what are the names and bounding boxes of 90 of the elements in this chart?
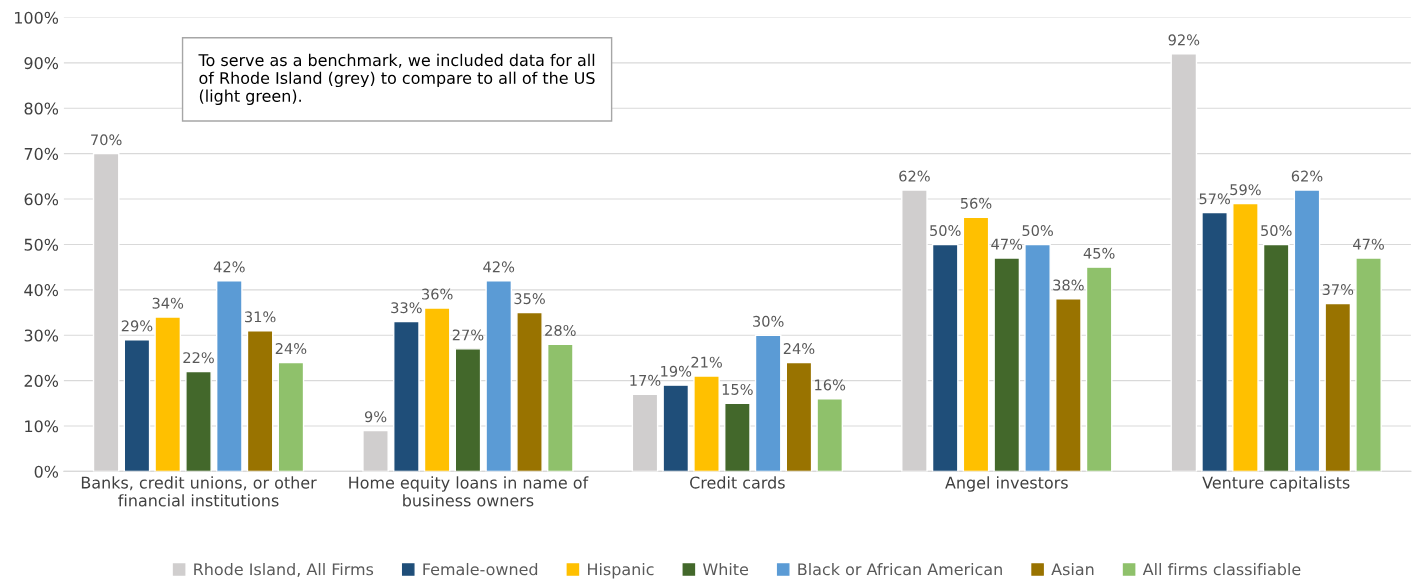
bar — [393, 320, 420, 472]
y-tick-label: 20% — [24, 374, 59, 387]
legend-label: White — [702, 562, 749, 576]
y-tick-label: 90% — [24, 57, 59, 70]
x-tick-label: Angel investors — [945, 476, 1068, 492]
legend-label: Asian — [1051, 562, 1094, 576]
annotation: To serve as a benchmark, we included data for all of Rhode Island (grey) to compare to all of the US (light green). — [198, 53, 595, 106]
data-label: 28% — [545, 324, 576, 336]
data-label: 36% — [422, 288, 453, 300]
data-label: 59% — [1230, 184, 1261, 196]
bar — [1293, 189, 1321, 472]
bar — [962, 216, 990, 472]
data-label: 9% — [364, 411, 387, 423]
y-tick-label: 80% — [24, 102, 59, 115]
data-label: 31% — [245, 311, 276, 323]
bar — [1232, 202, 1259, 472]
y-tick-label: 10% — [25, 420, 59, 433]
data-label: 24% — [275, 343, 307, 355]
bar — [185, 370, 212, 472]
data-label: 50% — [930, 225, 961, 237]
bar — [485, 280, 513, 472]
x-tick-label: Credit cards — [690, 476, 785, 489]
bar — [1085, 266, 1113, 472]
legend-label: Rhode Island, All Firms — [194, 562, 374, 577]
bar — [754, 334, 782, 472]
data-label: 21% — [691, 356, 722, 368]
data-label: 47% — [1353, 238, 1384, 250]
data-label: 33% — [391, 302, 422, 314]
bar — [546, 343, 574, 472]
data-label: 35% — [514, 293, 545, 305]
bar — [362, 429, 389, 472]
y-tick-label: 0% — [34, 465, 59, 478]
data-label: 70% — [91, 134, 122, 146]
bar — [123, 339, 151, 472]
data-label: 38% — [1053, 279, 1084, 291]
data-label: 24% — [783, 343, 815, 355]
bar — [785, 361, 813, 472]
bar — [693, 375, 720, 472]
data-label: 30% — [753, 315, 784, 327]
data-label: 17% — [630, 374, 661, 386]
legend-label: Female-owned — [423, 562, 538, 576]
data-label: 27% — [452, 329, 484, 341]
data-label: 16% — [815, 379, 846, 391]
legend-label: Black or African American — [798, 562, 1002, 576]
bar — [816, 398, 844, 472]
data-label: 37% — [1322, 284, 1354, 296]
data-label: 62% — [1291, 170, 1323, 182]
bar — [1355, 257, 1382, 472]
data-label: 45% — [1083, 247, 1115, 259]
y-tick-label: 40% — [24, 284, 59, 297]
bar — [724, 402, 751, 472]
data-label: 92% — [1168, 34, 1200, 46]
x-tick-label: Banks, credit unions, or other financial institutions — [81, 476, 317, 507]
data-label: 62% — [899, 170, 930, 182]
y-tick-label: 50% — [24, 238, 59, 251]
bar — [277, 361, 305, 472]
y-tick-label: 30% — [24, 329, 59, 342]
bar — [931, 243, 959, 472]
data-label: 42% — [483, 261, 515, 273]
data-label: 22% — [183, 352, 214, 364]
bar — [246, 329, 274, 472]
bar — [154, 316, 182, 472]
bar — [215, 280, 243, 472]
y-tick-label: 100% — [15, 11, 59, 24]
data-label: 15% — [722, 383, 753, 395]
data-label: 47% — [991, 238, 1023, 250]
y-tick-label: 60% — [24, 193, 59, 206]
data-label: 29% — [121, 320, 153, 332]
bar — [1055, 298, 1082, 472]
x-tick-label: Venture capitalists — [1202, 476, 1350, 492]
bar — [1324, 302, 1352, 472]
bar — [1201, 211, 1228, 472]
data-label: 50% — [1022, 225, 1053, 237]
data-label: 19% — [661, 365, 692, 377]
data-label: 50% — [1261, 225, 1292, 237]
data-label: 57% — [1199, 193, 1231, 205]
data-label: 56% — [960, 197, 992, 209]
y-tick-label: 70% — [24, 147, 59, 160]
data-label: 42% — [213, 261, 245, 273]
legend-label: Hispanic — [588, 562, 654, 579]
bar — [1024, 243, 1051, 472]
bar — [662, 384, 690, 472]
data-label: 34% — [152, 297, 184, 309]
bar — [423, 307, 451, 472]
bar — [1262, 243, 1290, 472]
bar — [516, 311, 543, 472]
legend-label: All firms classifiable — [1142, 562, 1301, 576]
bar — [993, 257, 1021, 472]
bar — [454, 348, 482, 472]
x-tick-label: Home equity loans in name of business owners — [349, 476, 589, 507]
